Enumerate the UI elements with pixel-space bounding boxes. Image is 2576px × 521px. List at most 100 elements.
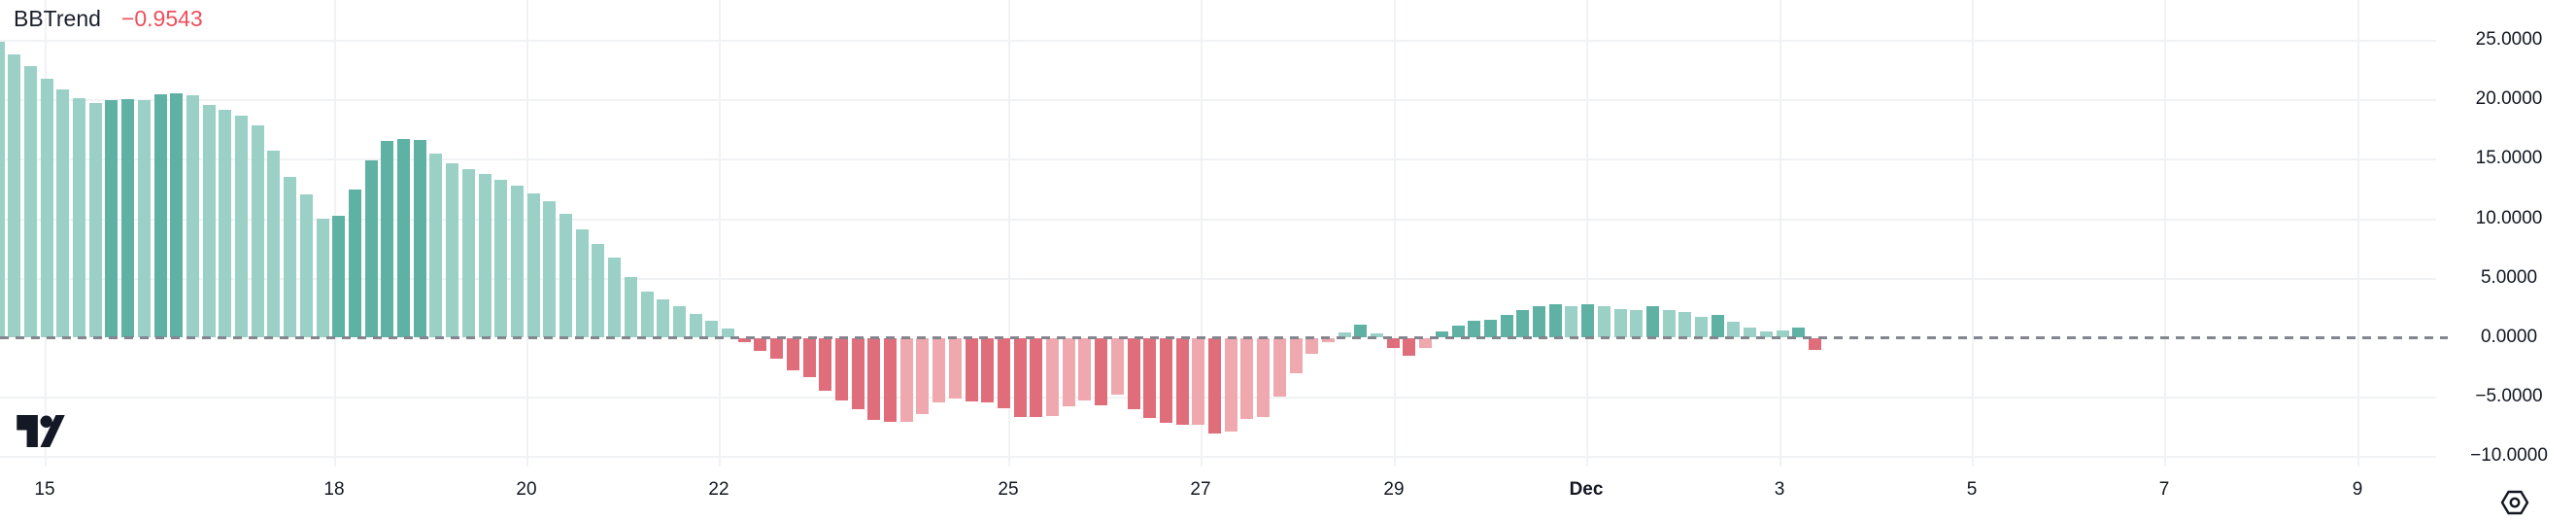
histogram-bar xyxy=(1468,321,1480,337)
histogram-bar xyxy=(1727,322,1740,337)
histogram-bar xyxy=(138,100,151,337)
histogram-bar xyxy=(852,338,864,409)
histogram-bar xyxy=(625,277,637,337)
histogram-bar xyxy=(900,338,913,422)
histogram-bar xyxy=(1533,306,1545,337)
histogram-bar xyxy=(1777,330,1789,337)
histogram-bar xyxy=(235,116,248,337)
histogram-bar xyxy=(1387,338,1400,348)
histogram-bar xyxy=(787,338,799,370)
histogram-bar xyxy=(1501,315,1513,337)
horizontal-gridline xyxy=(0,278,2436,280)
histogram-bar xyxy=(1063,338,1075,406)
vertical-gridline xyxy=(1586,0,1588,467)
histogram-bar xyxy=(24,66,37,337)
histogram-bar xyxy=(592,244,604,337)
histogram-bar xyxy=(105,100,118,337)
histogram-bar xyxy=(267,151,280,337)
histogram-bar xyxy=(1678,312,1691,337)
zero-baseline xyxy=(0,336,2448,339)
time-scale-label: 25 xyxy=(998,479,1019,500)
price-scale-label: 25.0000 xyxy=(2475,29,2543,50)
histogram-bar xyxy=(1565,306,1577,337)
histogram-bar xyxy=(381,141,393,337)
price-scale-label: 5.0000 xyxy=(2480,267,2538,288)
settings-hexagon-icon[interactable] xyxy=(2499,487,2530,518)
histogram-bar xyxy=(121,99,134,337)
time-scale-label: 9 xyxy=(2352,479,2363,500)
histogram-bar xyxy=(56,89,69,337)
histogram-bar xyxy=(1549,304,1562,337)
histogram-bar xyxy=(916,338,929,414)
chart-plot-area[interactable] xyxy=(0,0,2448,467)
histogram-bar xyxy=(559,214,572,337)
histogram-bar xyxy=(1484,320,1497,337)
histogram-bar xyxy=(1160,338,1172,423)
histogram-bar xyxy=(414,140,426,337)
histogram-bar xyxy=(397,139,410,337)
price-scale-label: 20.0000 xyxy=(2475,88,2543,109)
histogram-bar xyxy=(1225,338,1237,432)
vertical-gridline xyxy=(2357,0,2359,467)
histogram-bar xyxy=(252,125,264,337)
histogram-bar xyxy=(932,338,945,402)
histogram-bar xyxy=(317,219,329,337)
histogram-bar xyxy=(1809,338,1821,350)
indicator-value: −0.9543 xyxy=(120,6,203,31)
histogram-bar xyxy=(41,79,53,337)
histogram-bar xyxy=(1371,333,1383,337)
time-scale-label: 15 xyxy=(34,479,55,500)
time-scale-label: 22 xyxy=(708,479,729,500)
vertical-gridline xyxy=(1779,0,1781,467)
histogram-bar xyxy=(1240,338,1253,419)
histogram-bar xyxy=(0,42,5,337)
histogram-bar xyxy=(966,338,978,401)
histogram-bar xyxy=(641,292,654,337)
histogram-bar xyxy=(332,216,345,337)
histogram-bar xyxy=(1695,317,1708,337)
tradingview-logo[interactable] xyxy=(17,415,65,447)
histogram-bar xyxy=(705,321,718,337)
horizontal-gridline xyxy=(0,158,2436,160)
histogram-bar xyxy=(1322,338,1335,342)
horizontal-gridline xyxy=(0,99,2436,101)
time-scale-label: 29 xyxy=(1383,479,1405,500)
time-scale-label: 7 xyxy=(2158,479,2170,500)
histogram-bar xyxy=(1646,306,1659,337)
histogram-bar xyxy=(1305,338,1318,354)
histogram-bar xyxy=(673,306,686,337)
time-scale-label: 27 xyxy=(1190,479,1211,500)
price-scale-label: −10.0000 xyxy=(2470,445,2548,466)
histogram-bar xyxy=(1046,338,1059,416)
vertical-gridline xyxy=(719,0,721,467)
time-scale[interactable]: 15 18 20 22 25 27 29 Dec 3 5 7 9 xyxy=(0,467,2576,521)
histogram-bar xyxy=(1208,338,1221,434)
histogram-bar xyxy=(479,174,491,337)
price-scale-label: 15.0000 xyxy=(2475,148,2543,168)
horizontal-gridline xyxy=(0,456,2436,458)
vertical-gridline xyxy=(1008,0,1010,467)
histogram-bar xyxy=(527,193,540,337)
histogram-bar xyxy=(462,169,475,337)
histogram-bar xyxy=(738,338,751,342)
histogram-bar xyxy=(446,163,458,337)
price-scale-label: −5.0000 xyxy=(2475,386,2543,406)
histogram-bar xyxy=(1403,338,1415,356)
indicator-title[interactable]: BBTrend xyxy=(14,6,101,31)
histogram-bar xyxy=(1176,338,1189,425)
histogram-bar xyxy=(949,338,962,399)
histogram-bar xyxy=(511,186,524,337)
histogram-bar xyxy=(1143,338,1156,418)
price-scale[interactable]: 25.0000 20.0000 15.0000 10.0000 5.0000 0.0000… xyxy=(2436,0,2576,467)
vertical-gridline xyxy=(2164,0,2166,467)
histogram-bar xyxy=(186,95,199,337)
histogram-bar xyxy=(1581,304,1594,337)
histogram-bar xyxy=(1290,338,1303,373)
indicator-legend: BBTrend −0.9543 xyxy=(14,5,203,32)
histogram-bar xyxy=(1128,338,1140,409)
histogram-bar xyxy=(89,103,102,337)
price-scale-label: 10.0000 xyxy=(2475,208,2543,228)
time-scale-label: 5 xyxy=(1966,479,1978,500)
histogram-bar xyxy=(608,258,621,337)
